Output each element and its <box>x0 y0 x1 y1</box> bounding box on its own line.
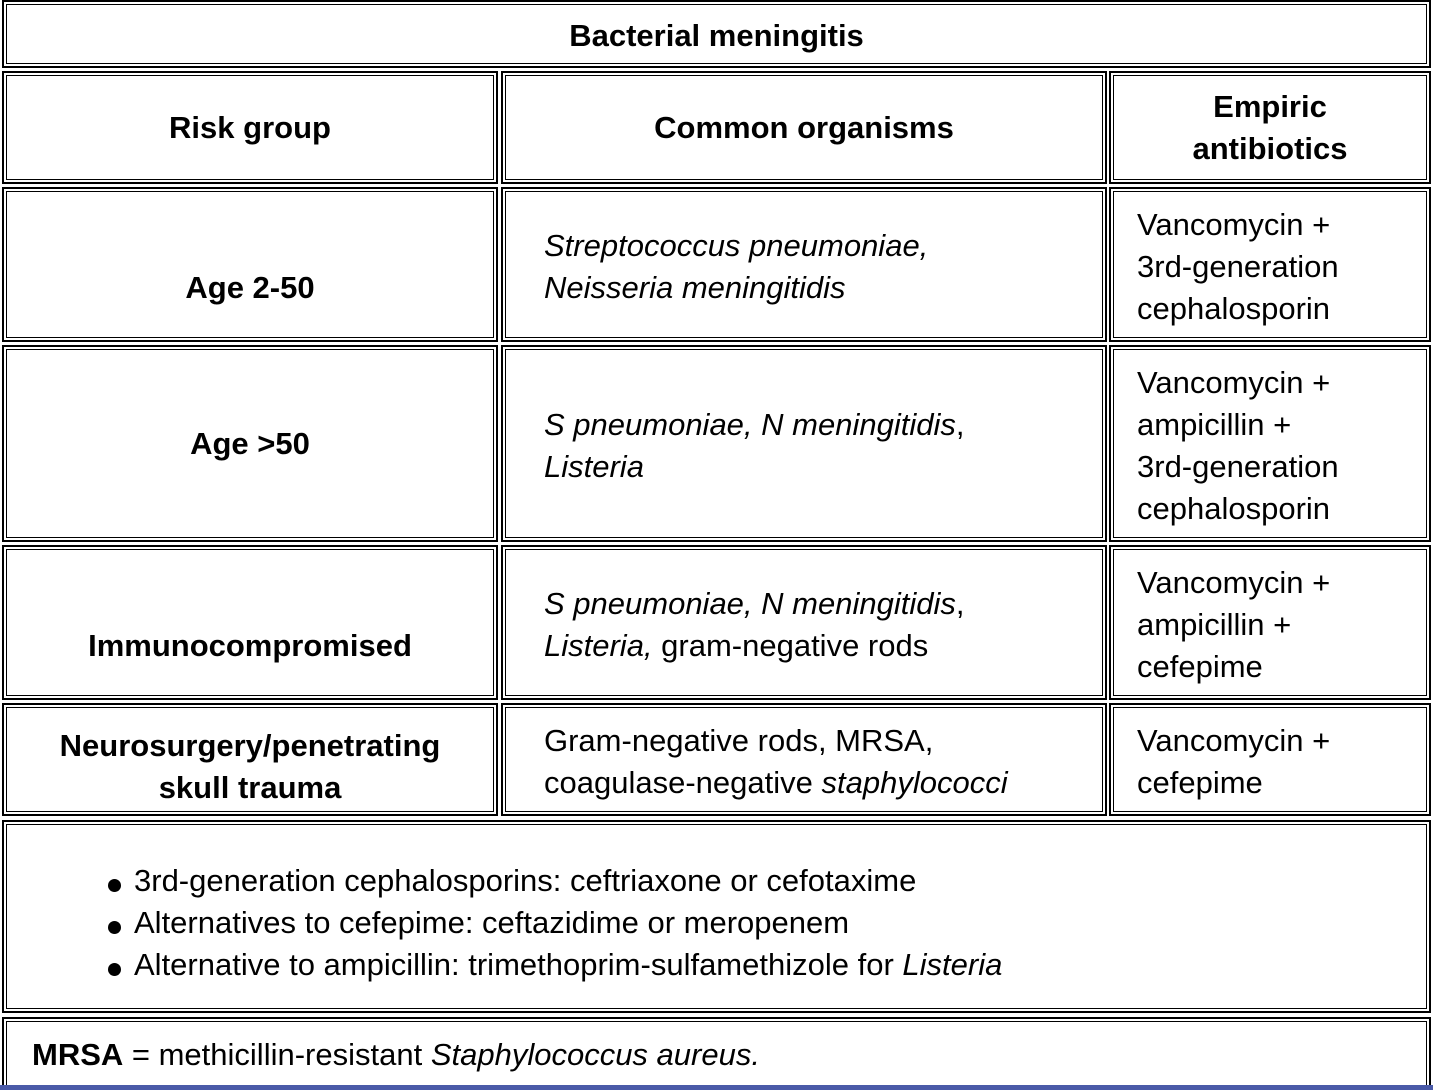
table-row-neurosurgery-risk: Neurosurgery/penetrating skull trauma <box>2 703 498 816</box>
table-row-immunocompromised-antibiotics: Vancomycin + ampicillin + cefepime <box>1109 545 1431 700</box>
header-common-organisms: Common organisms <box>501 71 1107 184</box>
antibiotics-line: Vancomycin + <box>1137 365 1331 400</box>
footnote-abbr: MRSA <box>32 1037 124 1072</box>
organisms-line: coagulase-negative staphylococci <box>544 765 1008 800</box>
table-row-age-2-50-antibiotics: Vancomycin + 3rd-generation cephalospori… <box>1109 187 1431 342</box>
organisms-line: S pneumoniae, N meningitidis, <box>544 586 965 621</box>
risk-group-label: skull trauma <box>158 770 342 805</box>
antibiotics-line: Vancomycin + <box>1137 723 1331 758</box>
header-risk-label: Risk group <box>169 109 331 145</box>
table-row-immunocompromised-organisms: S pneumoniae, N meningitidis, Listeria, … <box>501 545 1107 700</box>
antibiotics-line: cephalosporin <box>1137 291 1331 326</box>
organisms-line: Listeria <box>544 449 644 484</box>
table-row-neurosurgery-organisms: Gram-negative rods, MRSA, coagulase-nega… <box>501 703 1107 816</box>
organisms-line: Listeria, gram-negative rods <box>544 628 929 663</box>
footnote: MRSA = methicillin-resistant Staphylococ… <box>32 1037 760 1072</box>
antibiotics-line: ampicillin + <box>1137 407 1292 442</box>
antibiotics-line: Vancomycin + <box>1137 207 1331 242</box>
list-item: 3rd-generation cephalosporins: ceftriaxo… <box>108 860 1002 902</box>
antibiotics-line: cefepime <box>1137 649 1263 684</box>
organisms-line: Neisseria meningitidis <box>544 270 846 305</box>
antibiotics-line: 3rd-generation <box>1137 249 1339 284</box>
header-risk-group: Risk group <box>2 71 498 184</box>
table-title: Bacterial meningitis <box>569 18 864 53</box>
bottom-divider <box>0 1085 1433 1090</box>
list-item: Alternative to ampicillin: trimethoprim-… <box>108 944 1002 986</box>
notes-box: 3rd-generation cephalosporins: ceftriaxo… <box>2 820 1431 1013</box>
notes-list: 3rd-generation cephalosporins: ceftriaxo… <box>108 860 1002 986</box>
header-antibiotics-line1: Empiric <box>1213 88 1327 124</box>
table-row-age-2-50-organisms: Streptococcus pneumoniae, Neisseria meni… <box>501 187 1107 342</box>
organisms-line: Streptococcus pneumoniae, <box>544 228 929 263</box>
footnote-box: MRSA = methicillin-resistant Staphylococ… <box>2 1017 1431 1090</box>
header-empiric-antibiotics: Empiric antibiotics <box>1109 71 1431 184</box>
table-title-box: Bacterial meningitis <box>2 0 1431 68</box>
table-row-neurosurgery-antibiotics: Vancomycin + cefepime <box>1109 703 1431 816</box>
risk-group-label: Immunocompromised <box>88 628 412 663</box>
table-row-age-2-50-risk: Age 2-50 <box>2 187 498 342</box>
header-antibiotics-line2: antibiotics <box>1192 130 1348 166</box>
antibiotics-line: ampicillin + <box>1137 607 1292 642</box>
list-item: Alternatives to cefepime: ceftazidime or… <box>108 902 1002 944</box>
table-row-age-over-50-organisms: S pneumoniae, N meningitidis, Listeria <box>501 345 1107 542</box>
risk-group-label: Age >50 <box>190 425 310 461</box>
table-row-age-over-50-antibiotics: Vancomycin + ampicillin + 3rd-generation… <box>1109 345 1431 542</box>
table-row-immunocompromised-risk: Immunocompromised <box>2 545 498 700</box>
organisms-line: S pneumoniae, N meningitidis, <box>544 407 965 442</box>
antibiotics-line: Vancomycin + <box>1137 565 1331 600</box>
antibiotics-line: 3rd-generation <box>1137 449 1339 484</box>
table-row-age-over-50-risk: Age >50 <box>2 345 498 542</box>
risk-group-label: Neurosurgery/penetrating <box>59 728 441 763</box>
risk-group-label: Age 2-50 <box>185 270 315 305</box>
header-organisms-label: Common organisms <box>654 109 954 145</box>
antibiotics-line: cefepime <box>1137 765 1263 800</box>
organisms-line: Gram-negative rods, MRSA, <box>544 723 934 758</box>
antibiotics-line: cephalosporin <box>1137 491 1331 526</box>
